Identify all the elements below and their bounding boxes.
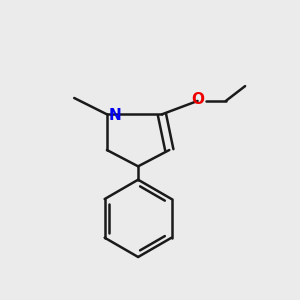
Text: O: O — [191, 92, 204, 107]
Text: N: N — [109, 108, 122, 123]
